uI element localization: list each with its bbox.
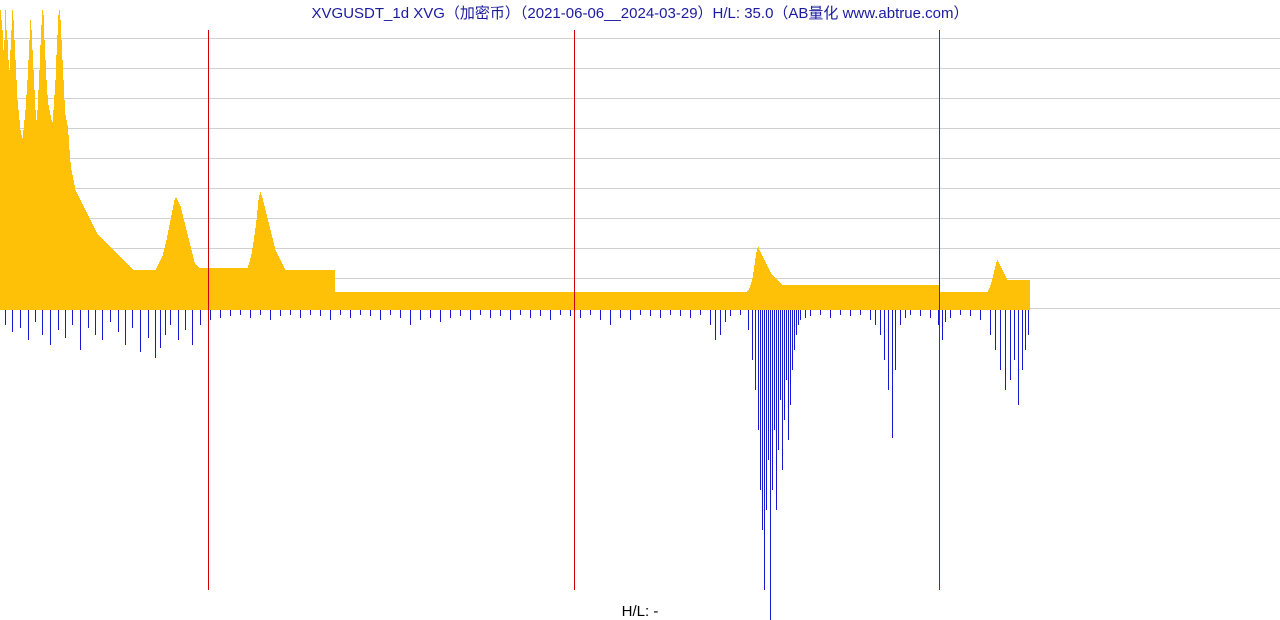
- gridline: [0, 158, 1280, 159]
- gridline: [0, 218, 1280, 219]
- year-divider: [208, 30, 209, 590]
- chart-footer: H/L: -: [0, 603, 1280, 620]
- year-divider: [939, 30, 940, 590]
- year-divider: [574, 30, 575, 590]
- chart-area: [0, 0, 1280, 600]
- gridline: [0, 98, 1280, 99]
- gridline: [0, 38, 1280, 39]
- gridline: [0, 188, 1280, 189]
- gridline: [0, 128, 1280, 129]
- chart-title: XVGUSDT_1d XVG（加密币）（2021-06-06__2024-03-…: [0, 2, 1280, 23]
- gridline: [0, 248, 1280, 249]
- gridline: [0, 68, 1280, 69]
